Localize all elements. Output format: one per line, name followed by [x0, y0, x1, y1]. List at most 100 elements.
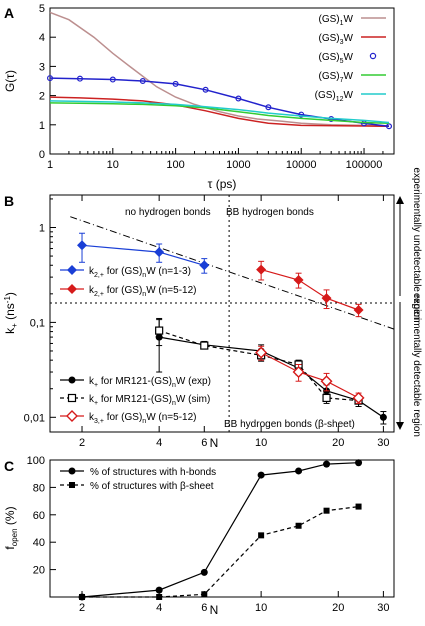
series-group-1	[256, 260, 364, 318]
legend-label-sub: 1	[340, 20, 344, 27]
panel-b-ylabel: k+ (ns-1)	[3, 292, 19, 334]
x-tick-label: 20	[332, 437, 344, 449]
legend-label: k2,+ for (GS)nW (n=5-12)	[89, 285, 196, 298]
y-tick-label: 0	[39, 149, 45, 161]
panel-c-frame	[49, 459, 395, 598]
x-tick-label: 2	[79, 437, 85, 449]
panel-letter-c: C	[4, 458, 14, 474]
legend-label-tail: W (n=1-3)	[146, 266, 191, 277]
legend-marker	[68, 467, 76, 475]
legend-label-sub: +	[94, 382, 98, 389]
panel-b-ylabel-base: k	[3, 327, 17, 334]
panel-b: B 2 4 6 10 20 300,010,11 k2,+ for (GS)nW (n=1…	[3, 167, 422, 450]
legend-label-base: (GS)	[319, 14, 340, 25]
series-point	[46, 75, 53, 82]
x-tick-label: 30	[377, 437, 389, 449]
legend-label-tail: W (n=5-12)	[146, 412, 196, 423]
legend-label-sub: 2,+	[94, 272, 104, 279]
data-point	[352, 391, 365, 404]
data-point	[201, 591, 208, 598]
series-line-1	[49, 96, 390, 128]
data-point	[156, 594, 163, 600]
series-line-1	[82, 506, 359, 598]
data-point	[154, 247, 165, 258]
y-tick-label: 20	[33, 565, 45, 577]
legend-label-sub: 7	[340, 77, 344, 84]
legend-label-mid: for MR121-(GS)	[98, 394, 172, 405]
y-tick-label: 5	[39, 3, 45, 15]
legend-label-mid: for (GS)	[104, 285, 142, 296]
series-line-3	[159, 330, 359, 402]
annotation-beta-sheet: BB hydrogen bonds (β-sheet)	[224, 419, 355, 430]
x-tick-label: 4	[156, 602, 162, 614]
x-tick-label: 100	[166, 159, 184, 171]
legend-label-sub: n	[142, 272, 146, 279]
x-tick-label: 30	[377, 602, 389, 614]
x-tick-label: 10	[255, 437, 267, 449]
series-point	[76, 75, 83, 82]
y-tick-label: 60	[33, 510, 45, 522]
y-tick-label: 3	[39, 61, 45, 73]
legend-label-base: (GS)	[319, 52, 340, 63]
series-point	[386, 123, 393, 130]
legend-label-4: (GS)12W	[315, 90, 354, 103]
side-arrow-upper	[396, 196, 404, 296]
legend-marker	[67, 284, 77, 294]
data-point	[200, 568, 208, 576]
data-point	[155, 586, 163, 594]
panel-c-ylabel: fopen (%)	[3, 506, 19, 549]
series-group-0	[77, 232, 210, 274]
y-tick-label: 2	[39, 91, 45, 103]
panel-c-ylabel-tail: (%)	[3, 506, 17, 528]
legend-label: % of structures with h-bonds	[90, 467, 216, 478]
legend-label-base: (GS)	[315, 90, 336, 101]
x-tick-label: 10000	[286, 159, 317, 171]
y-tick-label: 0,01	[24, 412, 45, 424]
data-point	[353, 305, 364, 316]
panel-c-legend: % of structures with h-bonds % of structu…	[60, 467, 216, 492]
legend-label-base: (GS)	[319, 33, 340, 44]
legend-marker	[67, 265, 77, 275]
legend-label-mid: for (GS)	[104, 266, 142, 277]
x-tick-label: 6	[201, 437, 207, 449]
panel-c: C 2 4 6 10 20 30 20 40 60 80 100 % of structures w…	[3, 455, 395, 617]
y-tick-label: 1	[39, 222, 45, 234]
panel-c-series	[78, 459, 363, 601]
panel-b-ticks: 2 4 6 10 20 30 0,01 0,1 1	[24, 195, 390, 449]
legend-label: k3,+ for (GS)nW (n=5-12)	[89, 412, 196, 425]
data-point	[322, 393, 331, 403]
panel-letter-b: B	[4, 193, 14, 209]
series-line-0	[49, 11, 390, 127]
panel-c-ylabel-base: f	[3, 546, 17, 550]
series-point	[139, 77, 146, 84]
data-point	[200, 341, 209, 350]
legend-marker	[68, 376, 76, 384]
side-label-upper: experimentally undetectable region	[411, 167, 422, 322]
series-point	[298, 111, 305, 118]
data-point	[292, 366, 305, 379]
panel-a-xlabel: τ (ps)	[208, 177, 237, 191]
legend-label-base: k	[89, 394, 95, 405]
panel-letter-a: A	[4, 5, 14, 21]
legend-label-sub: 3	[340, 39, 344, 46]
panel-b-xlabel: N	[210, 436, 219, 450]
data-point	[258, 532, 265, 539]
panel-a-ylabel: G(τ)	[3, 70, 17, 92]
legend-label-mid: for (GS)	[104, 412, 142, 423]
panel-a-legend: (GS)1W(GS)3W(GS)5W(GS)7W(GS)12W	[315, 14, 386, 103]
y-tick-label: 0,1	[30, 317, 45, 329]
panel-b-legend: k2,+ for (GS)nW (n=1-3)k2,+ for (GS)nW (…	[60, 265, 211, 425]
annotation-bb-hbonds: BB hydrogen bonds	[226, 207, 314, 218]
data-point	[79, 594, 86, 600]
data-point	[295, 467, 303, 475]
data-point	[379, 413, 387, 421]
panel-b-ylabel-sub: +	[10, 323, 19, 328]
data-point	[257, 471, 265, 479]
panel-b-ylabel-sup: -1	[3, 296, 12, 304]
series-point	[265, 104, 272, 111]
data-point	[155, 326, 164, 335]
series-line-2	[49, 77, 390, 128]
